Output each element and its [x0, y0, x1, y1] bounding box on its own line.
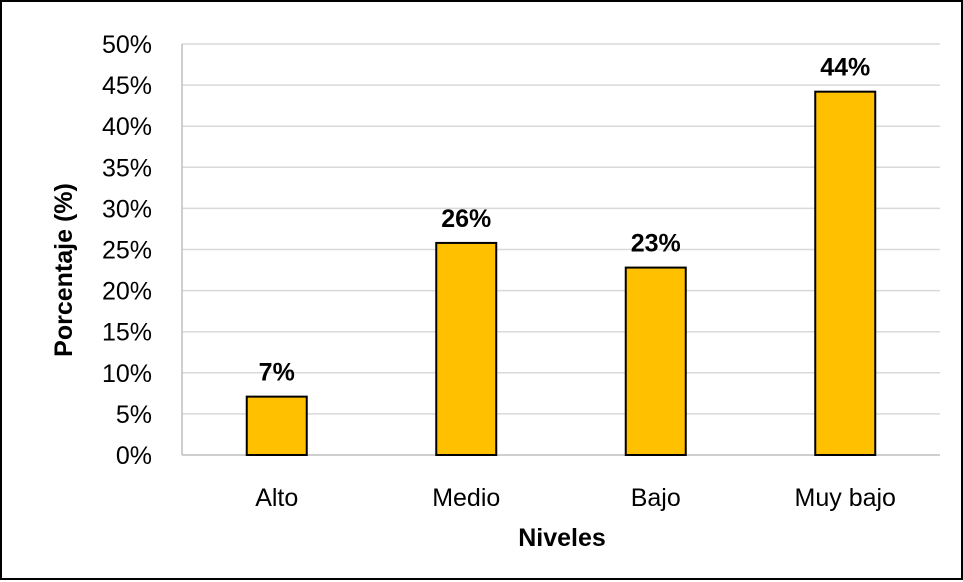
data-label: 7% — [259, 359, 295, 387]
x-category-label: Alto — [255, 484, 298, 512]
x-category-label: Medio — [432, 484, 500, 512]
data-label: 23% — [631, 230, 681, 258]
y-tick-label: 5% — [116, 401, 152, 429]
y-tick-label: 40% — [102, 113, 152, 141]
bar-alto — [245, 395, 308, 456]
y-tick-label: 20% — [102, 278, 152, 306]
bar-muy-bajo — [814, 90, 877, 457]
data-label: 26% — [441, 205, 491, 233]
bar-bajo — [624, 266, 687, 457]
y-tick-label: 50% — [102, 31, 152, 59]
y-tick-label: 0% — [116, 442, 152, 470]
y-axis-title: Porcentaje (%) — [50, 183, 78, 357]
gridlines — [182, 43, 940, 415]
x-axis-title: Niveles — [518, 524, 606, 552]
y-tick-label: 10% — [102, 360, 152, 388]
x-category-label: Muy bajo — [795, 484, 896, 512]
y-tick-label: 25% — [102, 237, 152, 265]
y-tick-labels: 0% 5% 10% 15% 20% 25% 30% 35% 40% 45% 50% — [102, 31, 152, 470]
axes — [181, 44, 940, 456]
bars — [245, 90, 877, 457]
data-label: 44% — [820, 54, 870, 82]
y-tick-label: 30% — [102, 195, 152, 223]
bar-medio — [435, 241, 498, 456]
y-tick-label: 15% — [102, 319, 152, 347]
x-category-labels: Alto Medio Bajo Muy bajo — [255, 484, 896, 512]
y-tick-label: 35% — [102, 154, 152, 182]
x-category-label: Bajo — [631, 484, 681, 512]
data-labels: 7% 26% 23% 44% — [259, 54, 871, 387]
y-tick-label: 45% — [102, 72, 152, 100]
